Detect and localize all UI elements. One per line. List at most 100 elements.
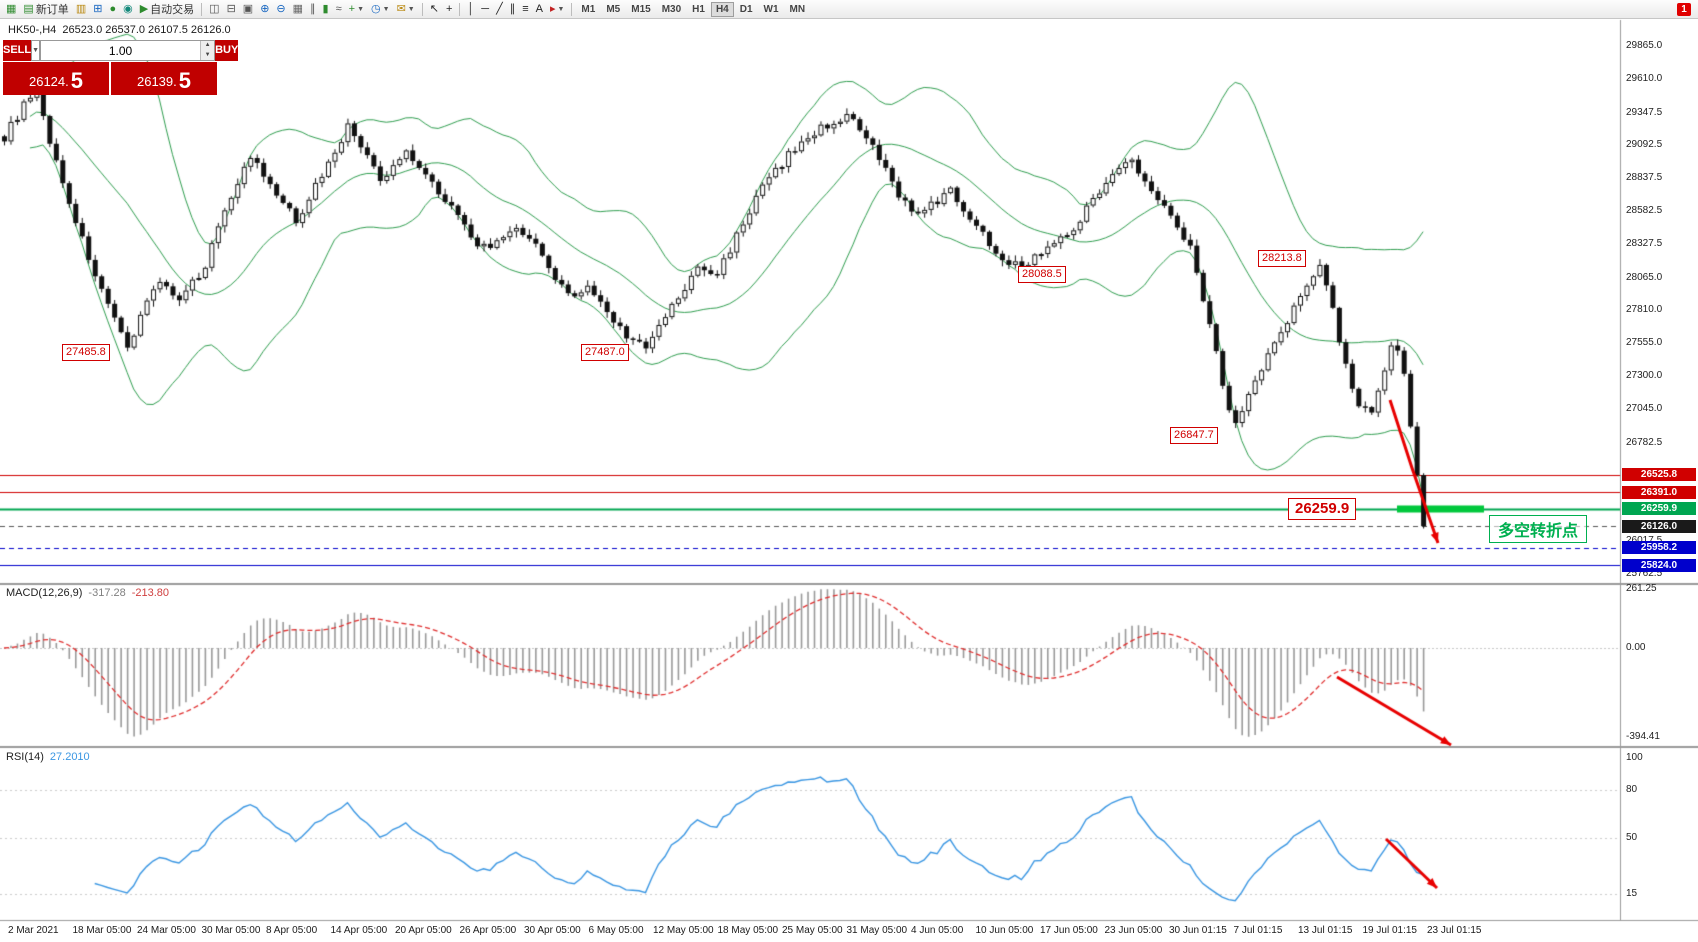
- vertical-line-icon[interactable]: │: [464, 1, 477, 17]
- horizontal-line-icon[interactable]: ─: [478, 1, 492, 17]
- cascade-windows-icon[interactable]: ▣: [240, 1, 256, 17]
- rsi-scale-label: 50: [1626, 832, 1638, 843]
- volume-dropdown[interactable]: ▼: [31, 40, 41, 61]
- rsi-scale-label: 80: [1626, 784, 1638, 795]
- cursor-icon[interactable]: ↖: [427, 1, 442, 17]
- x-axis-label: 26 Apr 05:00: [459, 925, 517, 936]
- caret-down-icon: ▼: [357, 5, 365, 13]
- x-axis-label: 18 May 05:00: [717, 925, 779, 936]
- data-window-icon[interactable]: ●: [106, 1, 119, 17]
- volume-spinner: ▲ ▼: [200, 41, 215, 60]
- line-chart-icon[interactable]: ≈: [333, 1, 345, 17]
- periods-icon-glyph: ◷: [371, 3, 381, 15]
- one-click-trading-panel: SELL ▼ ▲ ▼ BUY 26124.5 26139.5: [3, 40, 239, 95]
- new-order-button-glyph: ▤: [23, 3, 34, 15]
- x-axis-label: 17 Jun 05:00: [1040, 925, 1098, 936]
- timeframe-m5[interactable]: M5: [606, 3, 621, 15]
- timeframe-m30[interactable]: M30: [661, 3, 682, 15]
- auto-trading-button-glyph: ▶: [139, 3, 149, 15]
- timeframe-mn[interactable]: MN: [789, 3, 806, 15]
- indicators-icon-glyph: +: [348, 3, 356, 15]
- timeframe-m1[interactable]: M1: [581, 3, 596, 15]
- data-window-icon-glyph: ●: [109, 3, 117, 15]
- volume-input[interactable]: [41, 41, 201, 60]
- chart-profiles-icon-glyph: ▥: [75, 3, 87, 15]
- market-watch-icon[interactable]: ⊞: [90, 1, 105, 17]
- grid-icon[interactable]: ▦: [290, 1, 306, 17]
- tile-horizontal-icon-glyph: ⊟: [226, 3, 236, 15]
- y-axis-tick: 27810.0: [1626, 304, 1663, 316]
- x-axis-label: 24 Mar 05:00: [137, 925, 196, 936]
- y-axis-tick: 29347.5: [1626, 106, 1663, 118]
- zoom-in-icon-glyph: ⊕: [260, 3, 270, 15]
- sell-price[interactable]: 26124. 5: [3, 62, 109, 95]
- periods-icon[interactable]: ◷ ▼: [368, 1, 393, 17]
- price-tag: 26259.9: [1622, 502, 1696, 516]
- x-axis-label: 6 May 05:00: [588, 925, 644, 936]
- price-callout: 26847.7: [1170, 427, 1218, 444]
- y-axis-tick: 28065.0: [1626, 271, 1663, 283]
- x-axis-label: 20 Apr 05:00: [395, 925, 452, 936]
- x-axis-label: 25 May 05:00: [782, 925, 843, 936]
- new-order-button[interactable]: ▤ 新订单: [20, 1, 71, 17]
- timeframe-w1[interactable]: W1: [763, 3, 779, 15]
- crosshair-icon[interactable]: +: [443, 1, 455, 17]
- tile-horizontal-icon[interactable]: ⊟: [224, 1, 239, 17]
- chart-profiles-icon[interactable]: ▥: [73, 1, 89, 17]
- tile-windows-icon[interactable]: ◫: [206, 1, 222, 17]
- zoom-in-icon[interactable]: ⊕: [257, 1, 272, 17]
- x-axis-label: 30 Apr 05:00: [524, 925, 581, 936]
- price-callout: 27487.0: [581, 344, 629, 361]
- mail-icon[interactable]: ✉ ▼: [394, 1, 418, 17]
- price-tag: 26126.0: [1622, 519, 1696, 533]
- volume-up-icon[interactable]: ▲: [201, 41, 215, 51]
- notification-badge[interactable]: 1: [1677, 2, 1691, 16]
- y-axis-tick: 26782.5: [1626, 436, 1663, 448]
- navigator-icon-glyph: ◉: [123, 3, 133, 15]
- x-axis-label: 13 Jul 01:15: [1298, 925, 1353, 936]
- channel-icon[interactable]: ∥: [507, 1, 519, 17]
- fibonacci-icon[interactable]: ≡: [519, 1, 531, 17]
- candlestick-chart-icon[interactable]: ▮: [320, 1, 332, 17]
- cascade-windows-icon-glyph: ▣: [242, 3, 254, 15]
- volume-down-icon[interactable]: ▼: [201, 50, 215, 60]
- fibonacci-icon-glyph: ≡: [522, 3, 529, 15]
- y-axis-tick: 27555.0: [1626, 337, 1663, 349]
- x-axis-label: 12 May 05:00: [653, 925, 714, 936]
- timeframe-h4[interactable]: H4: [710, 1, 734, 17]
- caret-down-icon: ▼: [382, 5, 390, 13]
- bar-chart-icon[interactable]: ∥: [307, 1, 319, 17]
- arrows-tool-icon[interactable]: ▸ ▼: [547, 1, 567, 17]
- buy-price[interactable]: 26139. 5: [111, 62, 217, 95]
- text-label-icon-glyph: A: [535, 3, 543, 15]
- toolbar-separator: [421, 2, 423, 16]
- rsi-label: RSI(14) 27.2010: [6, 751, 90, 763]
- y-axis-tick: 27300.0: [1626, 370, 1663, 382]
- navigator-icon[interactable]: ◉: [120, 1, 136, 17]
- macd-label: MACD(12,26,9) -317.28 -213.80: [6, 587, 169, 599]
- caret-down-icon: ▼: [557, 5, 565, 13]
- indicators-icon[interactable]: + ▼: [346, 1, 367, 17]
- text-label-icon[interactable]: A: [533, 1, 546, 17]
- timeframe-h1[interactable]: H1: [692, 3, 705, 15]
- zoom-out-icon[interactable]: ⊖: [273, 1, 288, 17]
- trendline-icon[interactable]: ╱: [493, 1, 506, 17]
- zoom-out-icon-glyph: ⊖: [276, 3, 286, 15]
- timeframe-d1[interactable]: D1: [739, 3, 753, 15]
- macd-value: -317.28: [88, 587, 126, 599]
- price-tag: 26525.8: [1622, 468, 1696, 482]
- crosshair-icon-glyph: +: [445, 3, 453, 15]
- x-axis-label: 18 Mar 05:00: [72, 925, 132, 936]
- toolbar-separator: [201, 2, 203, 16]
- channel-icon-glyph: ∥: [509, 3, 516, 15]
- y-axis-tick: 29092.5: [1626, 139, 1663, 151]
- x-axis-label: 8 Apr 05:00: [266, 925, 318, 936]
- auto-trading-button[interactable]: ▶ 自动交易: [137, 1, 197, 17]
- timeframe-m15[interactable]: M15: [631, 3, 651, 15]
- price-callout: 26259.9: [1288, 498, 1357, 520]
- sell-button[interactable]: SELL: [3, 40, 32, 61]
- x-axis-label: 23 Jun 05:00: [1104, 925, 1163, 936]
- new-chart-icon[interactable]: ▦: [3, 1, 19, 17]
- buy-button[interactable]: BUY: [215, 40, 239, 61]
